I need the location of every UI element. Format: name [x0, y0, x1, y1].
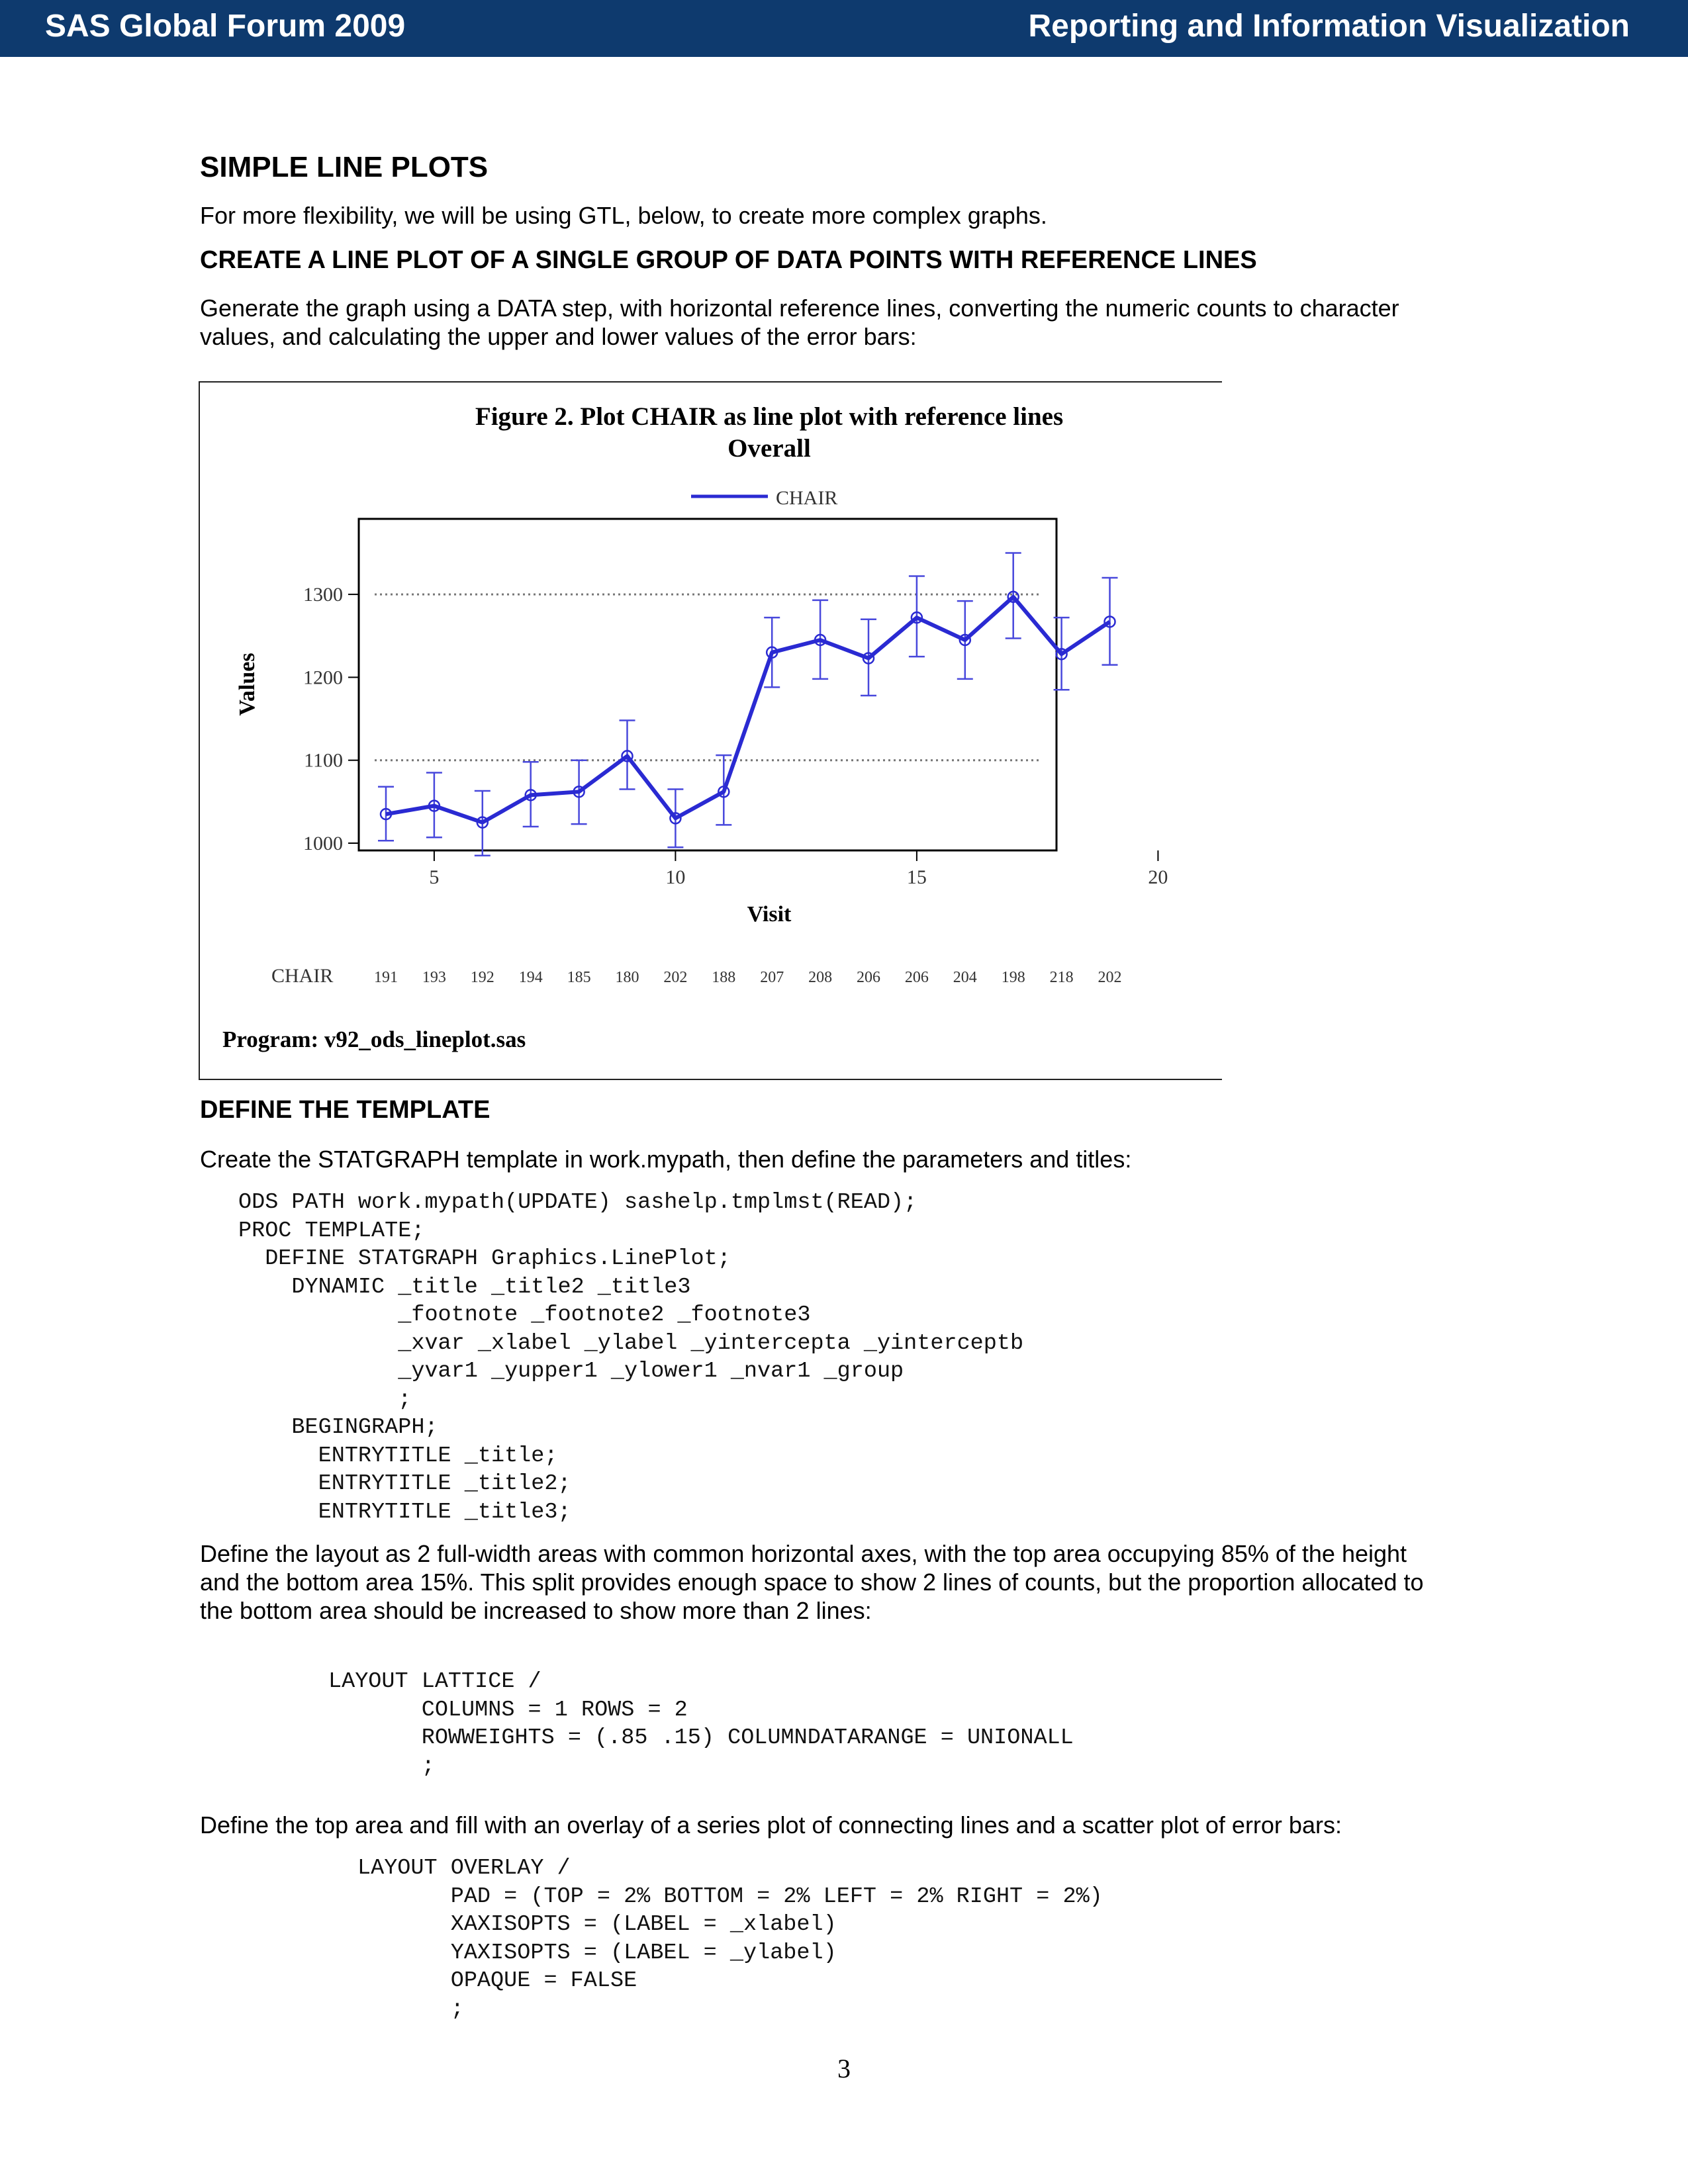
- data-point: [718, 786, 730, 798]
- data-point: [1007, 590, 1019, 604]
- count-value: 204: [953, 969, 977, 986]
- data-point: [573, 786, 585, 798]
- y-tick-label: 1300: [303, 584, 343, 606]
- data-point: [379, 807, 393, 821]
- data-point: [862, 652, 875, 664]
- count-value: 208: [808, 969, 832, 986]
- count-value: 192: [471, 969, 494, 986]
- count-value: 207: [760, 969, 784, 986]
- line-plot-paragraph: Generate the graph using a DATA step, wi…: [200, 294, 1497, 351]
- count-value: 191: [374, 969, 398, 986]
- page-number: 3: [837, 2054, 851, 2083]
- paragraph-line: the bottom area should be increased to s…: [200, 1597, 872, 1624]
- x-tick-label: 5: [429, 866, 439, 888]
- data-point: [814, 633, 827, 647]
- paragraph-line: Define the layout as 2 full-width areas …: [200, 1540, 1407, 1567]
- data-point: [621, 750, 633, 762]
- chart-subtitle: Overall: [727, 434, 811, 463]
- count-value: 202: [1098, 969, 1122, 986]
- header-banner: SAS Global Forum 2009 Reporting and Info…: [0, 0, 1688, 57]
- x-tick-label: 20: [1148, 866, 1168, 888]
- data-point: [959, 633, 972, 647]
- code-block-lattice: LAYOUT LATTICE / COLUMNS = 1 ROWS = 2 RO…: [328, 1669, 1074, 1779]
- count-value: 193: [422, 969, 446, 986]
- count-value: 206: [905, 969, 929, 986]
- data-point: [476, 816, 489, 829]
- data-point: [428, 799, 441, 812]
- data-point: [1103, 615, 1116, 628]
- section-title-define-template: DEFINE THE TEMPLATE: [200, 1096, 491, 1124]
- code-block-template: ODS PATH work.mypath(UPDATE) sashelp.tmp…: [238, 1190, 1024, 1525]
- section-track: Reporting and Information Visualization: [1028, 9, 1630, 44]
- count-value: 206: [857, 969, 880, 986]
- data-point: [524, 789, 537, 801]
- program-name: Program: v92_ods_lineplot.sas: [222, 1026, 526, 1052]
- data-point: [1055, 648, 1068, 660]
- section-title-simple-line-plots: SIMPLE LINE PLOTS: [200, 151, 489, 183]
- count-value: 188: [712, 969, 735, 986]
- paragraph-line: values, and calculating the upper and lo…: [200, 323, 917, 350]
- series-line-chair: [385, 594, 1111, 825]
- count-value: 218: [1050, 969, 1074, 986]
- chart-title: Figure 2. Plot CHAIR as line plot with r…: [475, 402, 1063, 431]
- conference-name: SAS Global Forum 2009: [45, 9, 406, 44]
- y-tick-label: 1000: [303, 833, 343, 854]
- line-plot-chart: Figure 2. Plot CHAIR as line plot with r…: [222, 402, 1168, 1052]
- paragraph-line: and the bottom area 15%. This split prov…: [200, 1569, 1424, 1596]
- data-point: [910, 611, 923, 624]
- data-point: [669, 812, 682, 825]
- x-tick-label: 15: [907, 866, 927, 888]
- count-value: 198: [1002, 969, 1025, 986]
- y-tick-label: 1200: [303, 666, 343, 688]
- layout-paragraph: Define the layout as 2 full-width areas …: [200, 1539, 1497, 1625]
- define-template-paragraph: Create the STATGRAPH template in work.my…: [200, 1146, 1132, 1173]
- figure-2: Figure 2. Plot CHAIR as line plot with r…: [199, 381, 1222, 1080]
- counts-row-label: CHAIR: [271, 965, 333, 987]
- y-tick-label: 1100: [304, 750, 343, 772]
- section-title-line-plot: CREATE A LINE PLOT OF A SINGLE GROUP OF …: [200, 246, 1257, 274]
- data-point: [765, 646, 778, 659]
- count-value: 202: [663, 969, 687, 986]
- legend-label: CHAIR: [776, 487, 837, 509]
- paragraph-line: Generate the graph using a DATA step, wi…: [200, 295, 1399, 322]
- intro-paragraph: For more flexibility, we will be using G…: [200, 202, 1047, 229]
- count-value: 194: [519, 969, 543, 986]
- count-value: 185: [567, 969, 591, 986]
- count-value: 180: [616, 969, 639, 986]
- x-axis-label: Visit: [747, 902, 792, 927]
- x-tick-label: 10: [665, 866, 685, 888]
- overlay-paragraph: Define the top area and fill with an ove…: [200, 1811, 1342, 1839]
- code-block-overlay: LAYOUT OVERLAY / PAD = (TOP = 2% BOTTOM …: [357, 1856, 1103, 2022]
- y-axis-label: Values: [235, 653, 259, 715]
- plot-frame: [357, 518, 1058, 852]
